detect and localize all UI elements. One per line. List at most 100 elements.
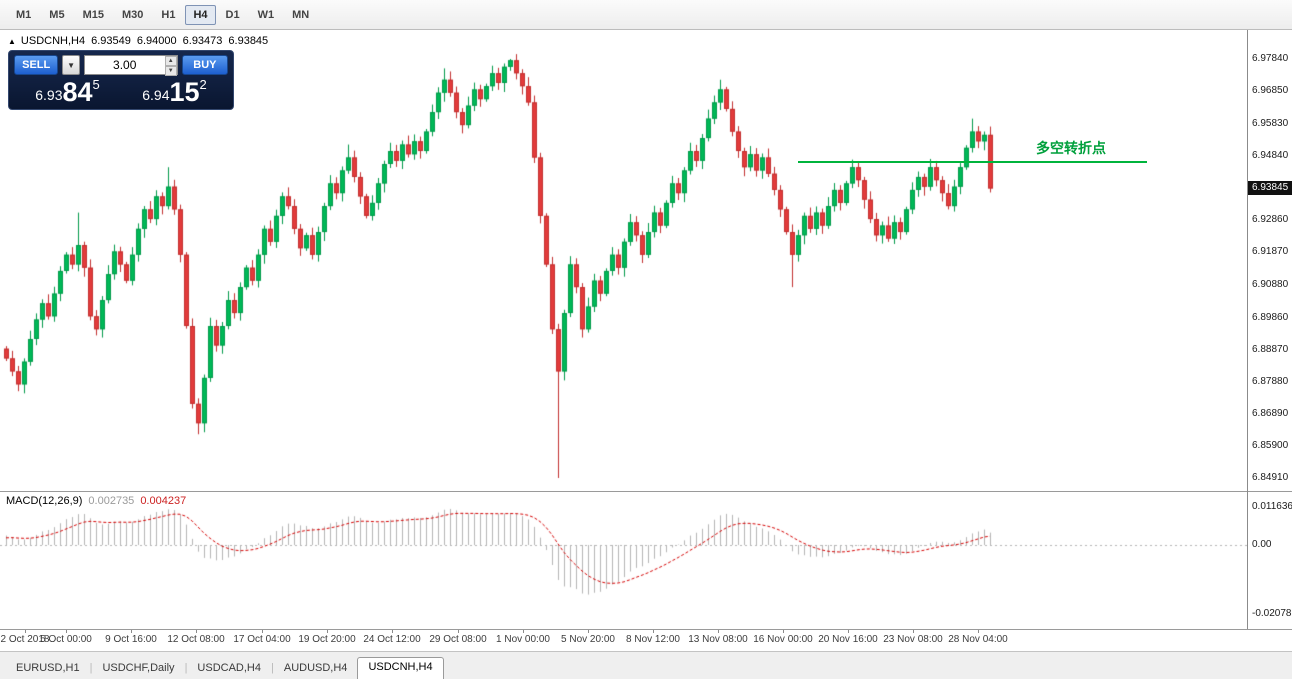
collapse-trade-panel-icon[interactable]: ▲ [8,37,16,46]
tab-separator: | [184,662,188,674]
time-axis-tick [588,630,589,633]
time-axis[interactable]: 2 Oct 2018 5 Oct 00:00 9 Oct 16:00 12 Oct 0… [0,629,1292,651]
price-axis-line [1247,30,1248,651]
chart-tab-usdcnh-h4[interactable]: USDCNH,H4 [357,657,444,679]
timeframe-button-m15[interactable]: M15 [82,8,104,21]
volume-input[interactable] [83,55,178,75]
price-axis-label: 6.97840 [1252,53,1289,64]
macd-axis-label: 0.00 [1252,539,1272,550]
time-axis-tick [848,630,849,633]
timeframe-button-h1[interactable]: H1 [161,8,176,21]
chart-tab-audusd-h4[interactable]: AUDUSD,H4 [283,662,348,674]
price-axis-label: 6.96850 [1252,85,1289,97]
macd-signal-value: 0.004237 [140,495,187,507]
ohlc-open: 6.93549 [91,35,131,47]
buy-price-small: 6.94 [142,87,170,103]
macd-indicator-label: MACD(12,26,9) 0.002735 0.004237 [6,495,186,507]
time-axis-label: 13 Nov 08:00 [688,634,748,645]
one-click-trading-panel: SELL ▼ ▲ ▼ BUY 6.93 84 5 6.94 15 2 [8,50,234,110]
time-axis-tick [458,630,459,633]
time-axis-tick [327,630,328,633]
chevron-down-icon: ▼ [67,61,75,70]
time-axis-label: 5 Oct 00:00 [40,634,92,645]
volume-spin-up-icon[interactable]: ▲ [164,56,177,66]
timeframe-button-mn[interactable]: MN [292,8,310,21]
time-axis-tick [196,630,197,633]
sell-button[interactable]: SELL [14,55,59,75]
time-axis-tick [66,630,67,633]
time-axis-tick [718,630,719,633]
time-axis-tick [523,630,524,633]
ohlc-close: 6.93845 [228,35,269,47]
sell-price-big: 84 [62,77,93,107]
chart-tab-bar: EURUSD,H1 | USDCHF,Daily | USDCAD,H4 | AUDUSD,… [0,651,1292,679]
time-axis-tick [392,630,393,633]
price-axis-label: 6.94840 [1252,150,1289,162]
buy-button[interactable]: BUY [181,55,228,75]
time-axis-label: 5 Nov 20:00 [561,634,615,645]
volume-spin-down-icon[interactable]: ▼ [164,66,177,76]
chart-area: ▲ USDCNH,H4 6.93549 6.94000 6.93473 6.93845 S… [0,30,1292,651]
buy-price-big: 15 [169,77,200,107]
sell-price-sup: 5 [92,77,100,92]
price-axis-label: 6.90880 [1252,278,1289,290]
time-axis-label: 8 Nov 12:00 [626,634,680,645]
ohlc-low: 6.93473 [182,35,223,47]
price-axis-label: 6.87880 [1252,375,1289,387]
time-axis-label: 23 Nov 08:00 [883,634,943,645]
price-axis-label: 6.95830 [1252,118,1289,130]
time-axis-tick [25,630,26,633]
price-axis-label: 6.91870 [1252,246,1289,258]
price-axis-label: 6.86890 [1252,407,1289,419]
trend-line[interactable] [798,161,1147,164]
macd-name: MACD(12,26,9) [6,495,83,507]
trend-annotation-text[interactable]: 多空转折点 [1036,140,1106,156]
macd-main-value: 0.002735 [88,495,135,507]
price-axis[interactable]: 6.93845 6.97840 6.96850 6.95830 6.94840 6.92… [1248,30,1292,629]
candlestick-chart-canvas[interactable] [0,30,1247,629]
chart-tab-usdcad-h4[interactable]: USDCAD,H4 [197,662,261,674]
time-axis-label: 24 Oct 12:00 [363,634,421,645]
ohlc-high: 6.94000 [136,35,177,47]
chart-tab-usdchf-daily[interactable]: USDCHF,Daily [102,662,175,674]
time-axis-tick [913,630,914,633]
price-axis-label: 6.88870 [1252,343,1289,355]
time-axis-label: 2 Oct 2018 [0,634,50,645]
chart-tab-eurusd-h1[interactable]: EURUSD,H1 [16,662,80,674]
timeframe-button-w1[interactable]: W1 [257,8,275,21]
timeframe-button-d1[interactable]: D1 [225,8,240,21]
time-axis-label: 9 Oct 16:00 [105,634,157,645]
buy-price-display[interactable]: 6.94 15 2 [121,76,228,108]
chart-ohlc-header: ▲ USDCNH,H4 6.93549 6.94000 6.93473 6.93845 [8,35,268,47]
sell-price-small: 6.93 [35,87,63,103]
sell-price-display[interactable]: 6.93 84 5 [14,76,121,108]
timeframe-toolbar: M1 M5 M15 M30 H1 H4 D1 W1 MN [0,0,1292,30]
time-axis-tick [262,630,263,633]
timeframe-button-m5[interactable]: M5 [49,8,65,21]
time-axis-label: 17 Oct 04:00 [233,634,291,645]
time-axis-label: 20 Nov 16:00 [818,634,878,645]
macd-axis-label: -0.020788 [1252,607,1292,619]
price-axis-label: 6.92860 [1252,214,1289,226]
time-axis-tick [131,630,132,633]
time-axis-tick [653,630,654,633]
timeframe-button-h4[interactable]: H4 [185,4,216,25]
chart-symbol-period: USDCNH,H4 [20,35,86,47]
price-axis-label: 6.84910 [1252,472,1289,483]
volume-dropdown-button[interactable]: ▼ [62,55,80,75]
tab-separator: | [89,662,93,674]
pane-divider[interactable] [0,491,1292,492]
timeframe-button-m1[interactable]: M1 [16,8,32,21]
time-axis-label: 16 Nov 00:00 [753,634,813,645]
time-axis-label: 29 Oct 08:00 [429,634,487,645]
current-price-tag: 6.93845 [1248,181,1292,196]
price-axis-label: 6.85900 [1252,439,1289,451]
time-axis-label: 12 Oct 08:00 [167,634,225,645]
time-axis-tick [783,630,784,633]
time-axis-label: 28 Nov 04:00 [948,634,1008,645]
timeframe-button-m30[interactable]: M30 [121,8,144,21]
time-axis-tick [978,630,979,633]
price-axis-label: 6.89860 [1252,311,1289,323]
tab-separator: | [271,662,274,674]
